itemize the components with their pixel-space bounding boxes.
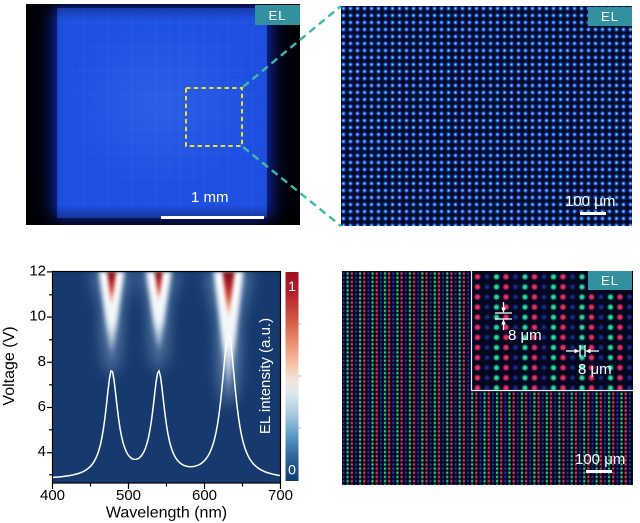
svg-text:Wavelength (nm): Wavelength (nm) [106,505,227,522]
svg-text:12: 12 [29,262,46,279]
svg-text:400: 400 [40,487,65,504]
svg-text:10: 10 [29,308,46,325]
svg-text:1: 1 [288,278,296,294]
svg-text:4: 4 [38,443,46,460]
svg-text:8: 8 [38,353,46,370]
svg-text:Voltage (V): Voltage (V) [1,326,18,405]
svg-text:600: 600 [192,487,217,504]
svg-text:500: 500 [116,487,141,504]
svg-text:6: 6 [38,398,46,415]
svg-text:700: 700 [268,487,293,504]
svg-text:EL intensity (a.u.): EL intensity (a.u.) [257,318,274,434]
svg-text:0: 0 [288,462,296,478]
